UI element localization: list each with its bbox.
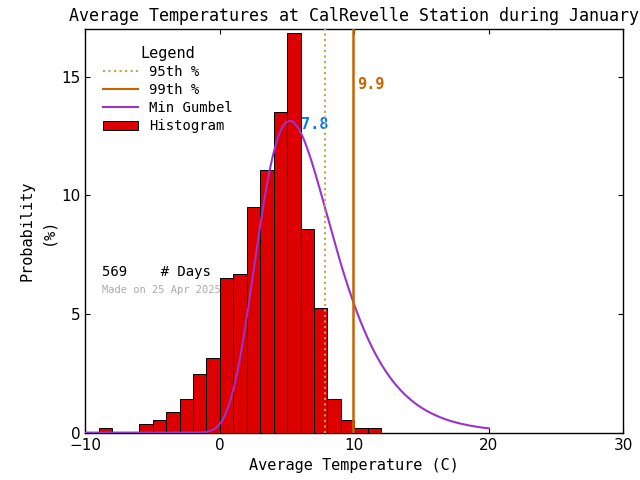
Bar (260, 170, 274, 432)
Bar (314, 308, 328, 432)
Text: 7.8: 7.8 (301, 117, 328, 132)
Bar (166, 412, 180, 432)
Y-axis label: Probability
(%): Probability (%) (20, 181, 56, 281)
Bar (247, 207, 260, 432)
Text: 569    # Days: 569 # Days (102, 265, 211, 279)
Bar (274, 112, 287, 432)
Title: Average Temperatures at CalRevelle Station during January: Average Temperatures at CalRevelle Stati… (69, 7, 639, 25)
Text: 9.9: 9.9 (357, 77, 385, 92)
Bar (180, 399, 193, 432)
Text: Made on 25 Apr 2025: Made on 25 Apr 2025 (102, 286, 220, 295)
X-axis label: Average Temperature (C): Average Temperature (C) (250, 458, 460, 473)
Legend: 95th %, 99th %, Min Gumbel, Histogram: 95th %, 99th %, Min Gumbel, Histogram (98, 40, 239, 139)
Bar (287, 33, 301, 432)
Bar (99, 428, 112, 432)
Bar (140, 424, 153, 432)
Bar (301, 228, 314, 432)
Bar (355, 428, 368, 432)
Bar (341, 420, 355, 432)
Bar (153, 420, 166, 432)
Bar (220, 278, 234, 432)
Bar (193, 374, 207, 432)
Bar (368, 428, 381, 432)
Bar (328, 399, 341, 432)
Bar (234, 274, 247, 432)
Bar (207, 358, 220, 432)
